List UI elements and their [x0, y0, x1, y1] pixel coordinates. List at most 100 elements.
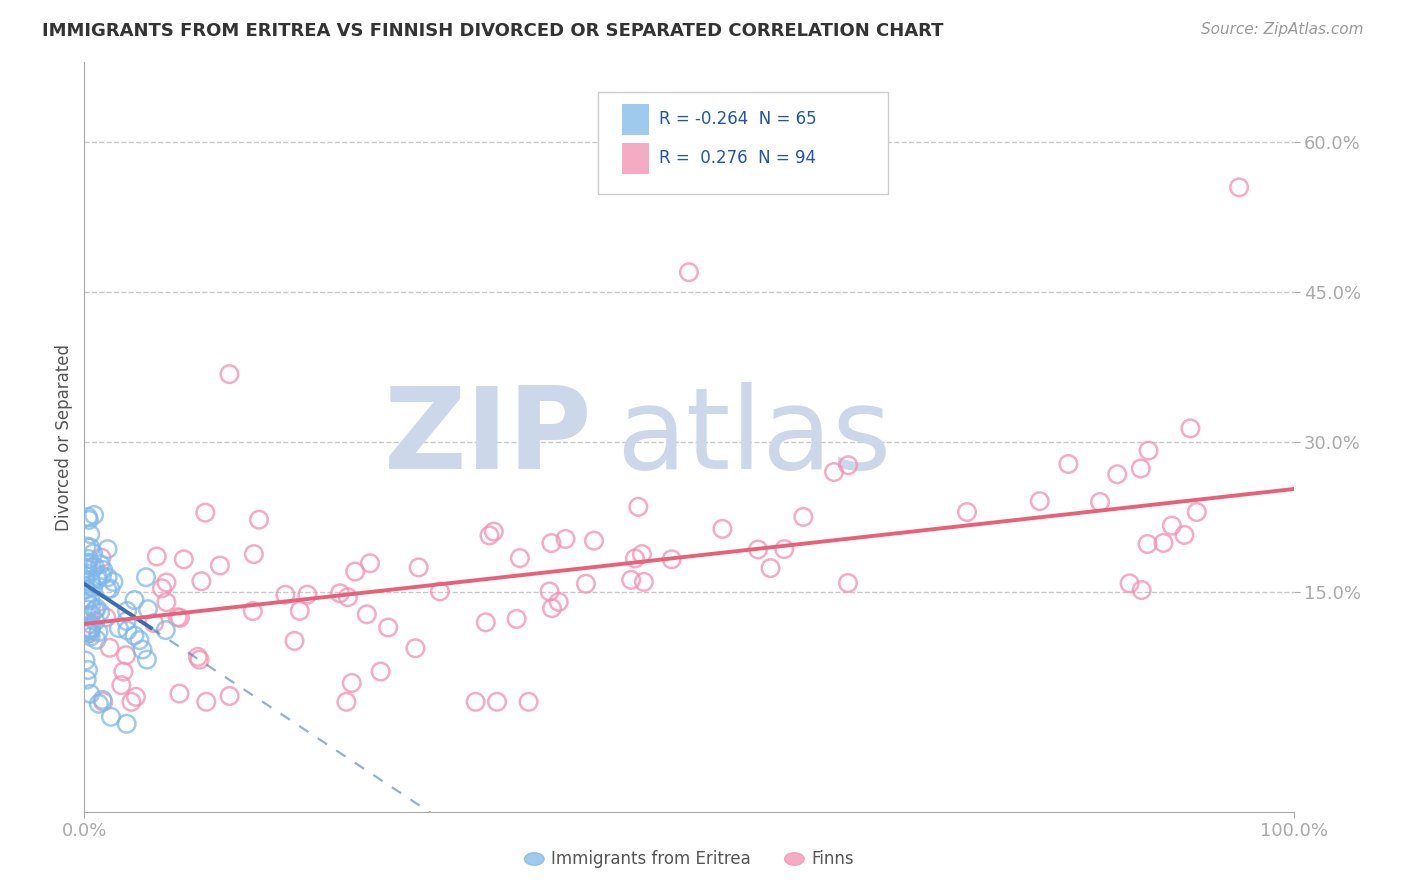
Point	[627, 500, 650, 514]
Point	[173, 552, 195, 566]
Point	[242, 604, 264, 618]
Point	[247, 513, 270, 527]
Point	[1185, 505, 1208, 519]
Point	[169, 611, 191, 625]
Point	[1130, 583, 1153, 598]
Point	[89, 605, 111, 619]
Point	[77, 626, 100, 640]
Point	[340, 676, 363, 690]
Point	[108, 621, 131, 635]
Point	[86, 601, 108, 615]
Point	[143, 616, 166, 631]
Point	[429, 584, 451, 599]
Point	[329, 586, 352, 600]
Point	[79, 593, 101, 607]
Point	[194, 506, 217, 520]
Point	[94, 610, 117, 624]
Point	[86, 632, 108, 647]
Point	[98, 640, 121, 655]
Point	[823, 465, 845, 479]
Point	[117, 624, 139, 638]
Point	[540, 536, 562, 550]
Point	[1057, 457, 1080, 471]
Point	[136, 602, 159, 616]
Text: R = -0.264  N = 65: R = -0.264 N = 65	[659, 110, 817, 128]
Point	[1088, 495, 1111, 509]
Point	[336, 591, 359, 605]
Point	[80, 607, 103, 622]
Point	[75, 654, 97, 668]
Point	[77, 621, 100, 635]
Point	[155, 595, 177, 609]
Point	[759, 561, 782, 575]
Point	[404, 641, 426, 656]
Point	[79, 630, 101, 644]
Point	[1136, 537, 1159, 551]
Point	[125, 690, 148, 704]
Point	[166, 610, 188, 624]
Point	[79, 625, 101, 640]
Point	[76, 607, 98, 622]
Point	[91, 695, 114, 709]
Point	[89, 558, 111, 572]
Point	[370, 665, 392, 679]
Point	[155, 623, 177, 637]
Point	[1137, 443, 1160, 458]
Point	[80, 622, 103, 636]
Point	[1028, 494, 1050, 508]
Point	[80, 617, 103, 632]
Point	[82, 580, 104, 594]
Point	[661, 552, 683, 566]
Point	[218, 689, 240, 703]
Point	[773, 542, 796, 557]
Point	[115, 604, 138, 618]
Point	[1107, 467, 1129, 482]
Point	[478, 528, 501, 542]
Point	[633, 574, 655, 589]
Point	[75, 582, 97, 596]
Point	[100, 710, 122, 724]
Point	[145, 549, 167, 564]
Point	[187, 649, 209, 664]
Point	[711, 522, 734, 536]
Point	[91, 693, 114, 707]
Point	[124, 629, 146, 643]
Point	[77, 552, 100, 566]
Point	[91, 569, 114, 583]
Point	[90, 550, 112, 565]
Point	[131, 642, 153, 657]
Point	[77, 566, 100, 581]
Point	[620, 573, 643, 587]
Point	[208, 558, 231, 573]
Point	[288, 604, 311, 618]
Point	[135, 570, 157, 584]
Point	[83, 559, 105, 574]
Text: ZIP: ZIP	[384, 382, 592, 492]
Point	[169, 687, 191, 701]
Point	[76, 556, 98, 570]
Point	[464, 695, 486, 709]
Point	[190, 574, 212, 589]
Point	[80, 599, 103, 613]
Text: Source: ZipAtlas.com: Source: ZipAtlas.com	[1201, 22, 1364, 37]
Point	[91, 563, 114, 577]
Point	[1118, 576, 1140, 591]
Point	[1180, 421, 1202, 435]
Point	[218, 367, 240, 381]
Point	[103, 574, 125, 589]
Point	[98, 582, 121, 596]
Point	[84, 603, 107, 617]
Point	[76, 673, 98, 687]
Point	[554, 532, 576, 546]
Point	[1227, 180, 1250, 194]
Point	[79, 574, 101, 588]
Point	[485, 695, 508, 709]
Point	[115, 614, 138, 628]
Point	[79, 541, 101, 555]
Point	[243, 547, 266, 561]
Point	[475, 615, 498, 630]
Point	[86, 572, 108, 586]
Point	[115, 716, 138, 731]
Point	[87, 697, 110, 711]
Point	[76, 602, 98, 616]
